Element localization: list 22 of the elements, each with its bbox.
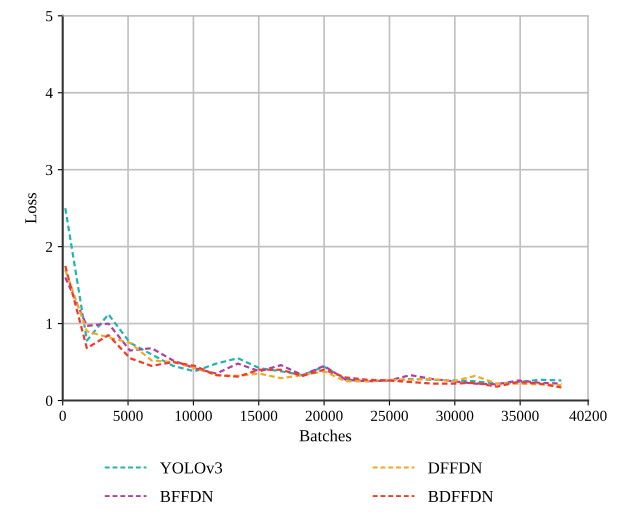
y-tick-label: 4 (46, 88, 53, 98)
x-tick-label: 5000 (114, 410, 143, 421)
y-axis-title: Loss (25, 193, 36, 224)
y-tick-label: 0 (46, 396, 52, 406)
x-tick-label: 40200 (569, 410, 607, 421)
x-tick-label: 10000 (176, 410, 212, 421)
y-tick-label: 5 (46, 11, 52, 22)
x-tick-label: 15000 (241, 410, 278, 421)
x-tick-label: 0 (59, 410, 66, 421)
x-tick-label: 25000 (371, 410, 408, 421)
legend-label: YOLOv3 (160, 462, 222, 474)
y-tick-label: 2 (46, 242, 52, 252)
y-tick-label: 1 (46, 318, 52, 329)
legend-label: BDFFDN (428, 490, 494, 502)
line-series (64, 207, 562, 385)
y-tick-label: 3 (46, 164, 52, 176)
legend-label: BFFDN (160, 490, 214, 502)
x-tick-label: 35000 (502, 410, 539, 421)
x-tick-label: 30000 (436, 410, 474, 421)
x-axis-title: Batches (300, 430, 352, 442)
legend-label: DFFDN (428, 462, 482, 474)
x-tick-label: 20000 (306, 410, 343, 421)
